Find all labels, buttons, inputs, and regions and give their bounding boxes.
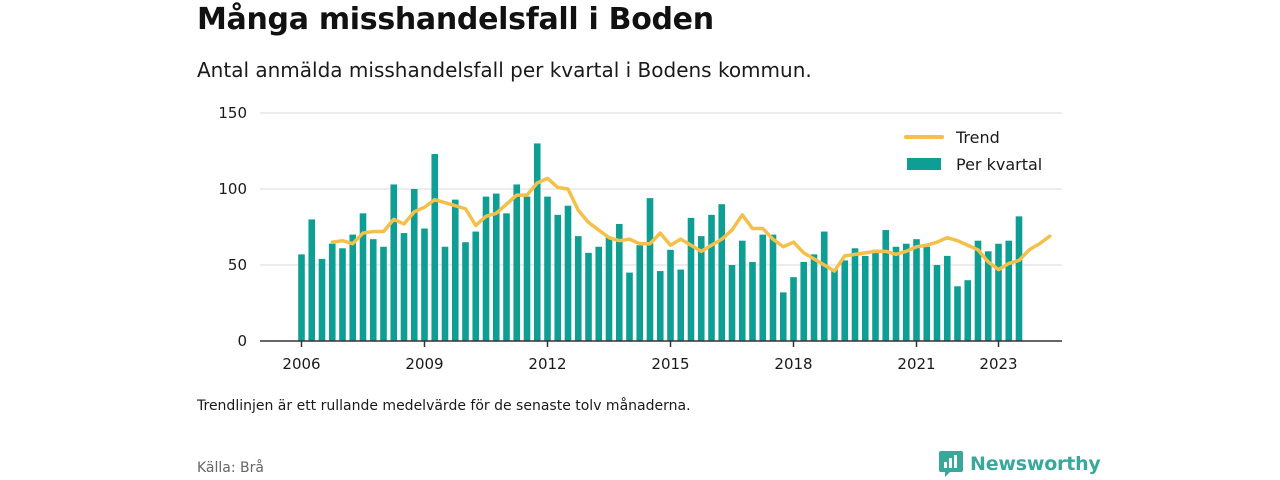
bar [544, 196, 551, 341]
bar-series [298, 143, 1023, 341]
bar [964, 280, 972, 341]
bar [892, 246, 900, 341]
bar [913, 239, 920, 341]
bar [656, 271, 664, 341]
x-tick-label: 2018 [774, 355, 812, 373]
bar [861, 255, 869, 341]
chart-title: Många misshandelsfall i Boden [197, 2, 714, 37]
x-tick-label: 2015 [651, 355, 689, 373]
bar [738, 240, 746, 341]
bar [697, 236, 705, 341]
bar [810, 254, 818, 341]
x-tick-label: 2006 [282, 355, 320, 373]
bar [431, 154, 439, 341]
bar [831, 269, 838, 341]
bar [769, 234, 777, 341]
bar [503, 213, 510, 341]
bar [615, 223, 623, 341]
legend-trend-label: Trend [955, 128, 1000, 147]
y-axis: 0 50 100 150 [218, 104, 247, 350]
trend-line [330, 176, 1052, 273]
bar [585, 252, 592, 341]
bar [298, 254, 305, 341]
brand-logo: Newsworthy [938, 450, 1101, 478]
bar [380, 246, 387, 341]
bar [749, 261, 756, 341]
bar [902, 243, 910, 341]
y-tick-label: 50 [228, 256, 247, 274]
bar [349, 234, 357, 341]
bar [790, 277, 797, 341]
bar [390, 184, 398, 341]
brand-name: Newsworthy [970, 453, 1101, 475]
bar [636, 245, 644, 341]
bar [708, 214, 715, 341]
bar [872, 249, 879, 341]
bar [421, 228, 428, 341]
bar [820, 231, 828, 341]
y-tick-label: 0 [237, 332, 247, 350]
bar [400, 233, 408, 341]
bar [318, 258, 326, 341]
bar [1015, 216, 1023, 341]
bar [482, 196, 490, 341]
bar [492, 193, 500, 341]
x-tick-label: 2021 [897, 355, 935, 373]
x-tick-label: 2023 [979, 355, 1017, 373]
bar [533, 143, 541, 341]
x-axis: 2006 2009 2012 2015 2018 2021 2023 [282, 341, 1018, 373]
x-tick-label: 2009 [405, 355, 443, 373]
bar [554, 214, 562, 341]
bar [451, 199, 459, 341]
legend: Trend Per kvartal [904, 128, 1042, 174]
bar [328, 243, 336, 341]
bar [472, 231, 480, 341]
bar [1005, 240, 1013, 341]
bar [728, 265, 736, 341]
bar-chart-icon [939, 451, 963, 477]
bar [677, 269, 685, 341]
bar [308, 219, 316, 341]
bar [605, 237, 613, 341]
bar [882, 230, 890, 341]
chart: 0 50 100 150 2006 2009 2012 2015 2018 2021 2023 T… [218, 104, 1062, 373]
legend-bar-label: Per kvartal [956, 155, 1042, 174]
bar [923, 246, 931, 341]
bar [574, 236, 582, 341]
bar [646, 198, 654, 341]
bar [462, 242, 469, 341]
bar [841, 260, 849, 341]
bar [410, 189, 418, 341]
bar [369, 239, 377, 341]
bar [759, 234, 767, 341]
x-tick-label: 2012 [528, 355, 566, 373]
bar [954, 286, 961, 341]
source-note: Källa: Brå [197, 460, 264, 476]
bar [564, 205, 572, 341]
y-tick-label: 150 [218, 104, 247, 122]
bar [995, 243, 1002, 341]
bar [441, 246, 449, 341]
y-tick-label: 100 [218, 180, 247, 198]
bar [943, 255, 951, 341]
footnote: Trendlinjen är ett rullande medelvärde f… [197, 398, 691, 414]
bar [933, 265, 941, 341]
legend-bar-swatch [907, 158, 941, 170]
chart-subtitle: Antal anmälda misshandelsfall per kvarta… [197, 58, 812, 82]
bar [595, 246, 603, 341]
bar [718, 204, 726, 341]
bar [779, 292, 787, 341]
bar [687, 217, 695, 341]
bar [984, 251, 992, 341]
bar [974, 240, 982, 341]
bar [667, 249, 674, 341]
bar [626, 272, 633, 341]
bar [523, 196, 531, 341]
bar [800, 261, 808, 341]
bar [851, 248, 859, 341]
bar [339, 248, 346, 341]
bar [513, 184, 521, 341]
bar [359, 213, 367, 341]
